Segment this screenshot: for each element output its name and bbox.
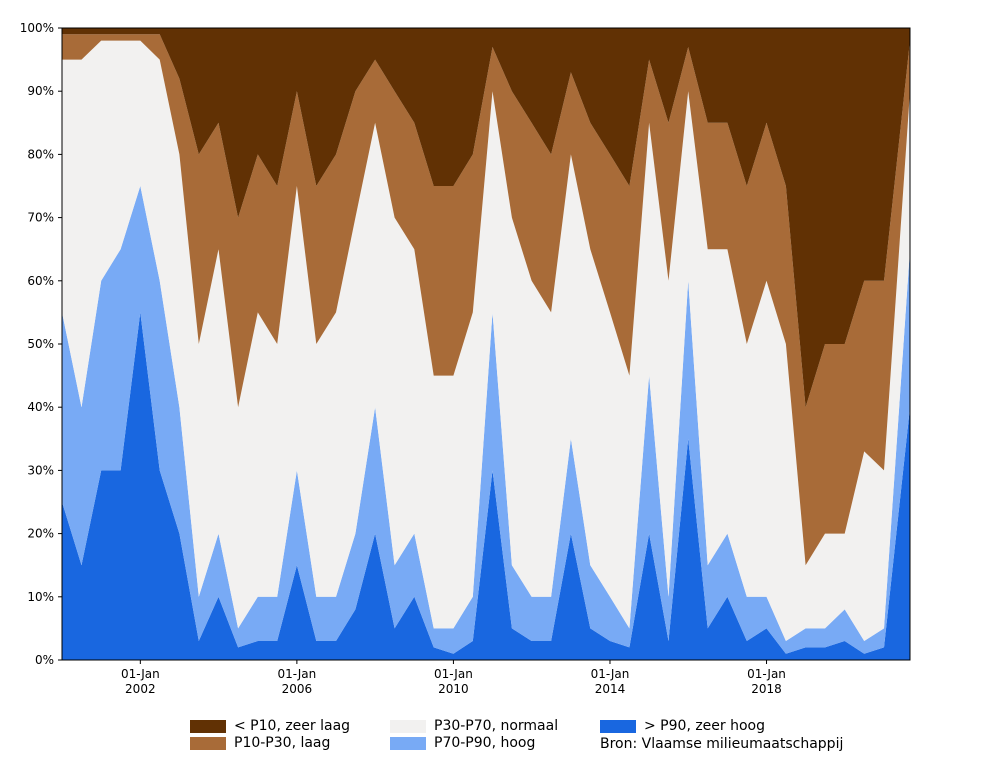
legend-item-normaal: P30-P70, normaal bbox=[390, 718, 558, 734]
y-tick-label: 30% bbox=[27, 463, 54, 477]
x-axis: 01-Jan200201-Jan200601-Jan201001-Jan2014… bbox=[121, 660, 786, 696]
x-tick-label: 2002 bbox=[125, 682, 156, 696]
legend-label: P30-P70, normaal bbox=[434, 718, 559, 734]
y-tick-label: 0% bbox=[35, 653, 54, 667]
y-tick-label: 50% bbox=[27, 337, 54, 351]
legend-swatch bbox=[390, 719, 426, 733]
legend-label: > P90, zeer hoog bbox=[644, 718, 766, 734]
area-series-group bbox=[62, 28, 910, 660]
x-tick-label: 01-Jan bbox=[591, 667, 630, 681]
y-tick-label: 10% bbox=[27, 590, 54, 604]
source-note: Bron: Vlaamse milieumaatschappij bbox=[600, 736, 844, 752]
y-axis: 0% 10% 20% 30% 40% 50% 60% 70% 80% 90% 100% bbox=[20, 21, 62, 667]
legend-item-laag: P10-P30, laag bbox=[190, 735, 330, 751]
area-series-4 bbox=[62, 28, 910, 408]
legend-swatch bbox=[190, 736, 226, 750]
legend-label: < P10, zeer laag bbox=[234, 718, 351, 734]
legend-label: P10-P30, laag bbox=[234, 735, 331, 751]
legend-item-zeer-laag: < P10, zeer laag bbox=[190, 718, 350, 734]
area-series-0 bbox=[62, 312, 910, 660]
area-series-1 bbox=[62, 186, 910, 654]
y-tick-label: 60% bbox=[27, 274, 54, 288]
x-tick-label: 2014 bbox=[595, 682, 626, 696]
legend-swatch bbox=[190, 719, 226, 733]
x-tick-label: 2018 bbox=[751, 682, 782, 696]
area-series-3 bbox=[62, 34, 910, 566]
y-tick-label: 90% bbox=[27, 84, 54, 98]
legend-swatch bbox=[390, 736, 426, 750]
x-tick-label: 01-Jan bbox=[747, 667, 786, 681]
chart: 0% 10% 20% 30% 40% 50% 60% 70% 80% 90% 100% 01-Jan… bbox=[20, 21, 911, 696]
legend-item-zeer-hoog: > P90, zeer hoog bbox=[600, 718, 765, 734]
y-tick-label: 70% bbox=[27, 211, 54, 225]
y-tick-label: 80% bbox=[27, 147, 54, 161]
area-series-2 bbox=[62, 40, 910, 642]
y-tick-label: 20% bbox=[27, 527, 54, 541]
legend-item-hoog: P70-P90, hoog bbox=[390, 735, 535, 751]
y-tick-label: 40% bbox=[27, 400, 54, 414]
x-tick-label: 2006 bbox=[282, 682, 313, 696]
x-tick-label: 01-Jan bbox=[121, 667, 160, 681]
x-tick-label: 01-Jan bbox=[434, 667, 473, 681]
y-tick-label: 100% bbox=[20, 21, 54, 35]
x-tick-label: 2010 bbox=[438, 682, 469, 696]
x-tick-label: 01-Jan bbox=[277, 667, 316, 681]
legend: < P10, zeer laag P10-P30, laag P30-P70, … bbox=[190, 718, 890, 762]
legend-label: P70-P90, hoog bbox=[434, 735, 536, 751]
legend-swatch bbox=[600, 719, 636, 733]
